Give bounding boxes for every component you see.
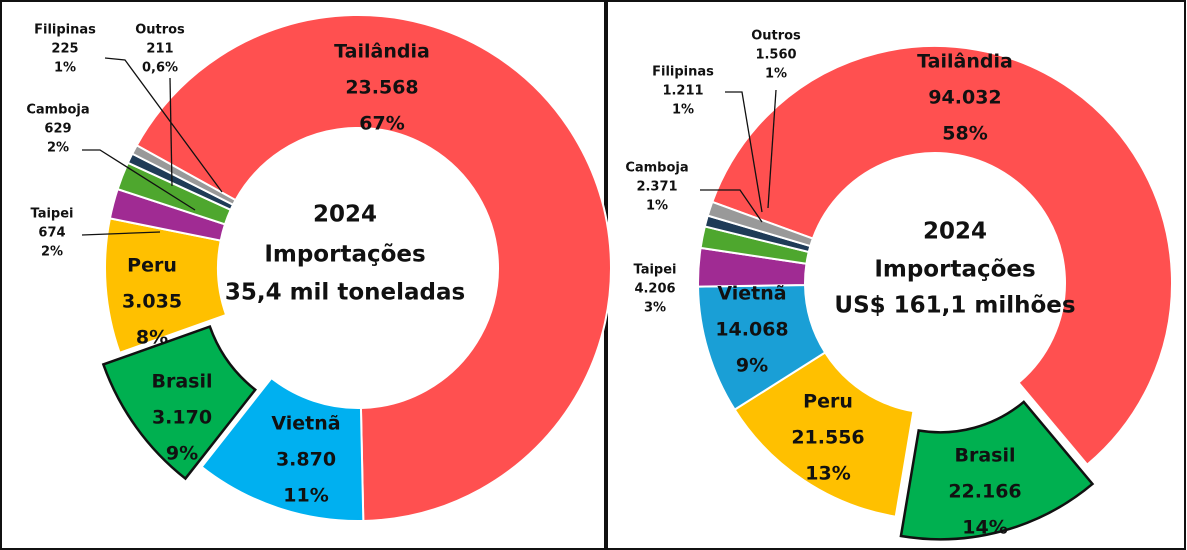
slice-label: Brasil <box>151 371 212 393</box>
donut-slice <box>101 324 257 481</box>
center-text: 2024 <box>923 219 987 245</box>
center-text: Importações <box>874 257 1035 283</box>
slice-label: Tailândia <box>334 41 430 63</box>
center-text: 2024 <box>313 202 377 228</box>
slice-label: 674 <box>38 226 65 241</box>
slice-label: 2% <box>41 245 63 260</box>
slice-label: 14.068 <box>715 319 788 341</box>
slice-label: Taipei <box>31 207 74 222</box>
slice-label: 11% <box>283 485 328 507</box>
slice-label: 8% <box>136 327 168 349</box>
slice-label: 1.211 <box>662 84 703 99</box>
leader-line <box>700 189 763 223</box>
slice-label: 21.556 <box>791 427 864 449</box>
slice-label: 1% <box>646 199 668 214</box>
slice-label: 1% <box>765 67 787 82</box>
leader-line <box>767 89 777 209</box>
slice-label: 3.870 <box>276 449 336 471</box>
donut-slice <box>706 200 815 248</box>
slice-label: Camboja <box>625 161 688 176</box>
slice-label: 225 <box>51 42 78 57</box>
donut-slice <box>711 45 1173 467</box>
donut-slice <box>200 376 365 522</box>
slice-label: Camboja <box>26 103 89 118</box>
slice-label: Vietnã <box>271 413 340 435</box>
leader-line <box>104 57 223 193</box>
slice-label: 2.371 <box>636 180 677 195</box>
slice-label: Brasil <box>954 445 1015 467</box>
center-text: 35,4 mil toneladas <box>225 280 465 306</box>
slice-label: 2% <box>47 141 69 156</box>
slice-label: 1% <box>672 103 694 118</box>
slice-label: 67% <box>359 113 404 135</box>
center-text: US$ 161,1 milhões <box>834 293 1075 319</box>
slice-label: Tailândia <box>917 51 1013 73</box>
donut-slice <box>130 143 237 207</box>
slice-label: 1.560 <box>755 48 796 63</box>
slice-label: 211 <box>146 42 173 57</box>
leader-line <box>725 91 763 213</box>
slice-label: 1% <box>54 61 76 76</box>
leader-line <box>169 77 173 187</box>
slice-label: Peru <box>127 255 177 277</box>
center-text: Importações <box>264 242 425 268</box>
slice-label: 13% <box>805 463 850 485</box>
slice-label: 94.032 <box>928 87 1001 109</box>
slice-label: 3.035 <box>122 291 182 313</box>
donut-slice <box>899 400 1095 541</box>
slice-label: Filipinas <box>652 65 714 80</box>
slice-label: 9% <box>736 355 768 377</box>
slice-label: Vietnã <box>717 283 786 305</box>
donut-slice <box>135 14 612 522</box>
slice-label: 3% <box>644 301 666 316</box>
slice-label: 4.206 <box>634 282 675 297</box>
slice-label: Peru <box>803 391 853 413</box>
slice-label: 58% <box>942 123 987 145</box>
slice-label: 629 <box>44 122 71 137</box>
slice-label: 9% <box>166 443 198 465</box>
slice-label: Outros <box>751 29 801 44</box>
slice-label: 23.568 <box>345 77 418 99</box>
leader-line <box>81 231 161 236</box>
leader-line <box>82 149 196 211</box>
slice-label: 3.170 <box>152 407 212 429</box>
slice-label: 14% <box>962 517 1007 539</box>
slice-label: Filipinas <box>34 23 96 38</box>
slice-label: 22.166 <box>948 481 1021 503</box>
slice-label: Outros <box>135 23 185 38</box>
slice-label: 0,6% <box>142 61 178 76</box>
slice-label: Taipei <box>634 263 677 278</box>
